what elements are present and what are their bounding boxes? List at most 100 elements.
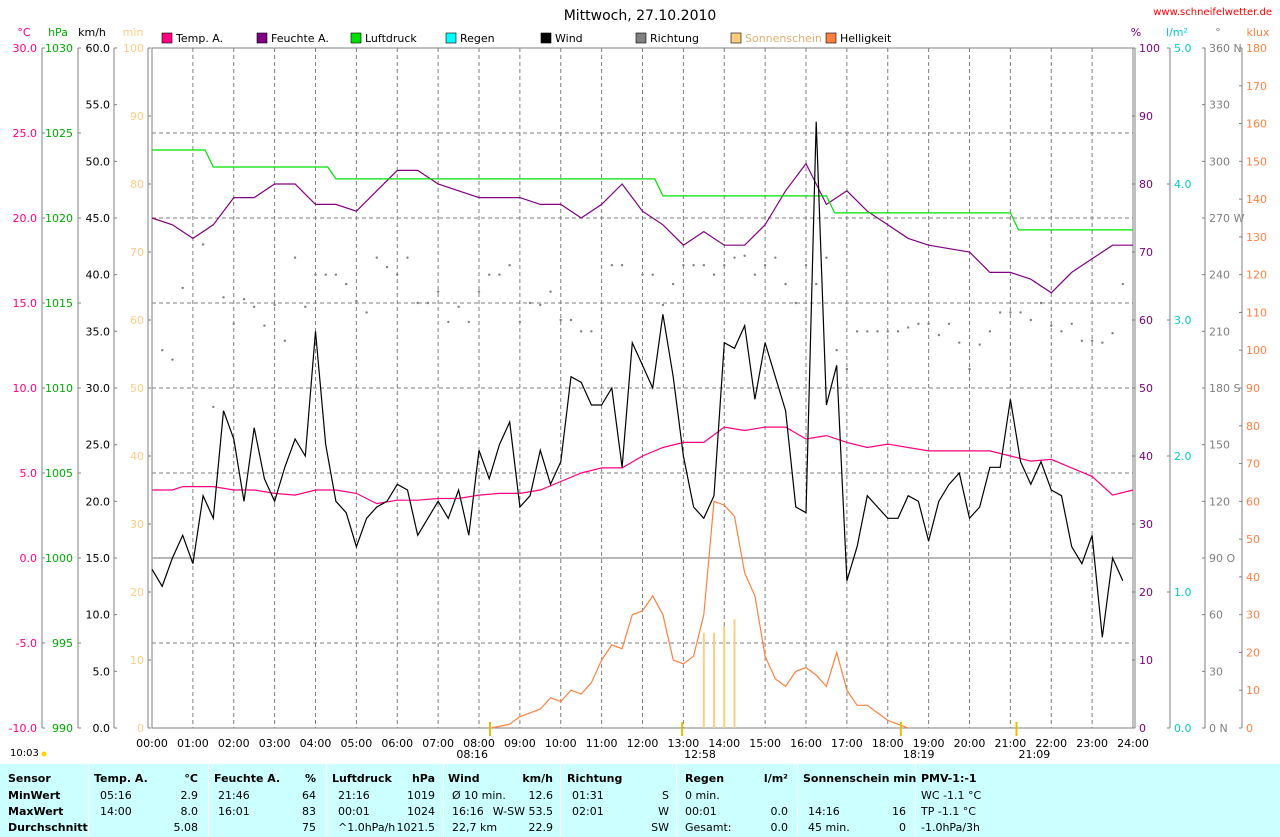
direction-point [723, 264, 726, 267]
legend-swatch [730, 32, 742, 44]
x-tick-label: 19:00 [913, 737, 945, 750]
direction-point [753, 273, 757, 276]
axis-label-pressure: 1005 [45, 467, 73, 480]
x-tick-label: 08:00 [463, 737, 495, 750]
series-line [151, 162, 1133, 294]
stat-cell: TP -1.1 °C [921, 805, 976, 818]
axis-label-lux: 140 [1246, 193, 1267, 206]
direction-point [365, 311, 368, 314]
axis-label-wind: 55.0 [86, 99, 111, 112]
axis-label-direction: 180 S [1209, 382, 1240, 395]
stat-cell: 16:01 [218, 805, 250, 818]
direction-point [344, 282, 348, 286]
direction-point [1111, 332, 1114, 335]
axis-label-temp: 25.0 [13, 127, 38, 140]
column-separator [915, 764, 916, 837]
direction-point [1090, 339, 1094, 342]
direction-point [1121, 282, 1124, 286]
axis-label-wind: 20.0 [86, 495, 111, 508]
axis-label-pressure: 1010 [45, 382, 73, 395]
x-tick-label: 03:00 [259, 737, 291, 750]
axis-label-humidity: 50 [1139, 382, 1153, 395]
axis-label-rain: 1.0 [1174, 586, 1192, 599]
direction-point [324, 273, 327, 276]
direction-point [355, 299, 358, 303]
axis-label-temp: 0.0 [20, 552, 38, 565]
series-line [491, 500, 909, 729]
axis-label-lux: 120 [1246, 269, 1267, 282]
direction-point [866, 330, 869, 333]
site-url[interactable]: www.schneifelwetter.de [1153, 7, 1272, 18]
axis-label-direction: 60 [1209, 609, 1223, 622]
direction-point [457, 305, 460, 308]
stat-cell: 16 [892, 805, 906, 818]
x-tick-label: 07:00 [422, 737, 454, 750]
axis-label-temp: -10.0 [9, 722, 37, 735]
axis-label-direction: 120 [1209, 495, 1230, 508]
legend-swatch [540, 32, 552, 44]
x-tick-label: 18:00 [872, 737, 904, 750]
stats-header: Regen [685, 772, 725, 785]
axis-label-lux: 40 [1246, 571, 1260, 584]
direction-point [467, 320, 470, 324]
direction-point [610, 264, 614, 267]
series-layer [151, 121, 1134, 729]
legend-swatch [445, 32, 457, 44]
direction-point [1009, 311, 1012, 314]
axes: 30.025.020.015.010.05.00.0-5.0-10.010301… [9, 42, 1267, 735]
axis-label-lux: 100 [1246, 344, 1267, 357]
axis-label-humidity: 60 [1139, 314, 1153, 327]
direction-point [549, 290, 552, 293]
stat-cell: W-SW 53.5 [492, 805, 553, 818]
direction-point [263, 324, 266, 327]
stat-cell: 0.0 [770, 805, 789, 818]
legend-label: Feuchte A. [271, 32, 329, 45]
direction-point [855, 330, 859, 333]
legend: Temp. A. Feuchte A. Luftdruck Regen Wind Rich… [161, 32, 892, 45]
direction-point [927, 322, 930, 325]
stat-cell: Ø 10 min. [452, 789, 506, 802]
axis-label-pressure: 995 [52, 637, 73, 650]
direction-point [283, 339, 287, 342]
axis-label-sun: 10 [130, 654, 144, 667]
axis-label-wind: 10.0 [86, 609, 111, 622]
direction-point [416, 301, 419, 305]
axis-label-humidity: 100 [1139, 42, 1160, 55]
axis-label-lux: 0 [1246, 722, 1253, 735]
stat-cell: 1021.5 [396, 821, 436, 834]
axis-label-direction: 150 [1209, 439, 1230, 452]
x-tick-label: 02:00 [218, 737, 250, 750]
direction-point [426, 301, 430, 305]
series-line [152, 149, 1133, 231]
direction-point [958, 341, 961, 344]
direction-point [569, 318, 573, 322]
direction-point [620, 264, 624, 267]
axis-label-direction: 300 [1209, 155, 1230, 168]
legend-label: Richtung [650, 32, 699, 45]
stat-cell: 02:01 [572, 805, 604, 818]
stat-cell: 05:16 [100, 789, 132, 802]
column-separator [88, 764, 89, 837]
direction-point [242, 298, 246, 301]
axis-label-wind: 30.0 [86, 382, 111, 395]
stat-cell: WC -1.1 °C [921, 789, 982, 802]
stat-cell: 0 min. [685, 789, 720, 802]
axis-label-rain: 5.0 [1174, 42, 1192, 55]
grid [152, 48, 1133, 728]
x-tick-label: 06:00 [381, 737, 413, 750]
axis-label-wind: 15.0 [86, 552, 111, 565]
legend-swatch [350, 32, 362, 44]
direction-point [845, 367, 849, 371]
axis-label-lux: 130 [1246, 231, 1267, 244]
legend-label: Helligkeit [840, 32, 892, 45]
x-tick-label: 10:00 [545, 737, 577, 750]
column-separator [326, 764, 327, 837]
stat-cell: 00:01 [338, 805, 370, 818]
series-helligkeit [491, 500, 909, 729]
axis-label-lux: 10 [1246, 684, 1260, 697]
axis-label-direction: 240 [1209, 269, 1230, 282]
axis-unit-pressure: hPa [48, 26, 68, 39]
series-temp-a- [152, 426, 1134, 505]
axis-label-humidity: 10 [1139, 654, 1153, 667]
axis-label-temp: 15.0 [13, 297, 38, 310]
